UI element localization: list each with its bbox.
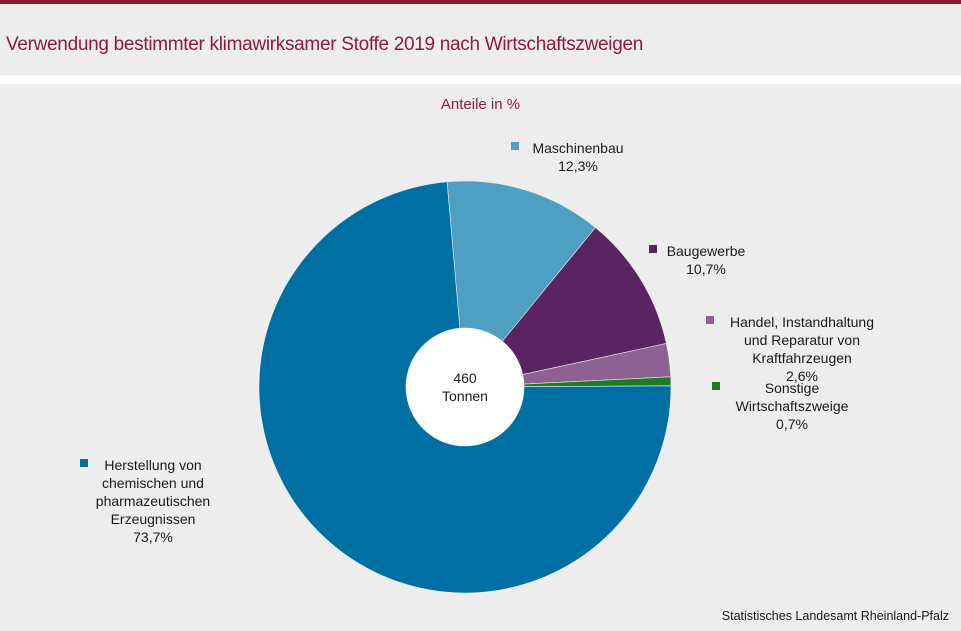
chart-title: Verwendung bestimmter klimawirksamer Sto… (6, 34, 643, 55)
legend-marker-2 (649, 245, 657, 253)
slice-value-label: 73,7% (133, 529, 173, 545)
slice-category-label: pharmazeutischen (96, 493, 210, 509)
center-label: 460 (453, 370, 477, 386)
legend-marker-5 (80, 459, 88, 467)
slice-category-label: chemischen und (102, 475, 204, 491)
donut-hole (406, 328, 524, 446)
center-label: Tonnen (442, 388, 488, 404)
chart-subtitle: Anteile in % (440, 96, 521, 113)
slice-category-label: Erzeugnissen (111, 511, 196, 527)
slice-category-label: Herstellung von (104, 457, 201, 473)
slice-category-label: Wirtschaftszweige (736, 398, 849, 414)
slice-category-label: Sonstige (765, 380, 820, 396)
slice-value-label: 12,3% (558, 158, 598, 174)
slice-category-label: Maschinenbau (532, 140, 623, 156)
slice-category-label: Baugewerbe (667, 243, 746, 259)
slice-value-label: 0,7% (776, 416, 808, 432)
slice-category-label: und Reparatur von (744, 332, 860, 348)
legend-marker-1 (511, 142, 519, 150)
source-note: Statistisches Landesamt Rheinland-Pfalz (721, 609, 949, 623)
title-bar: Verwendung bestimmter klimawirksamer Sto… (0, 4, 961, 75)
slice-value-label: 2,6% (786, 368, 818, 384)
slice-category-label: Handel, Instandhaltung (730, 314, 874, 330)
header-divider (0, 75, 961, 84)
legend-marker-4 (712, 382, 720, 390)
legend-marker-3 (706, 316, 714, 324)
top-accent-rule (0, 0, 961, 4)
slice-value-label: 10,7% (686, 261, 726, 277)
slice-category-label: Kraftfahrzeugen (752, 350, 852, 366)
